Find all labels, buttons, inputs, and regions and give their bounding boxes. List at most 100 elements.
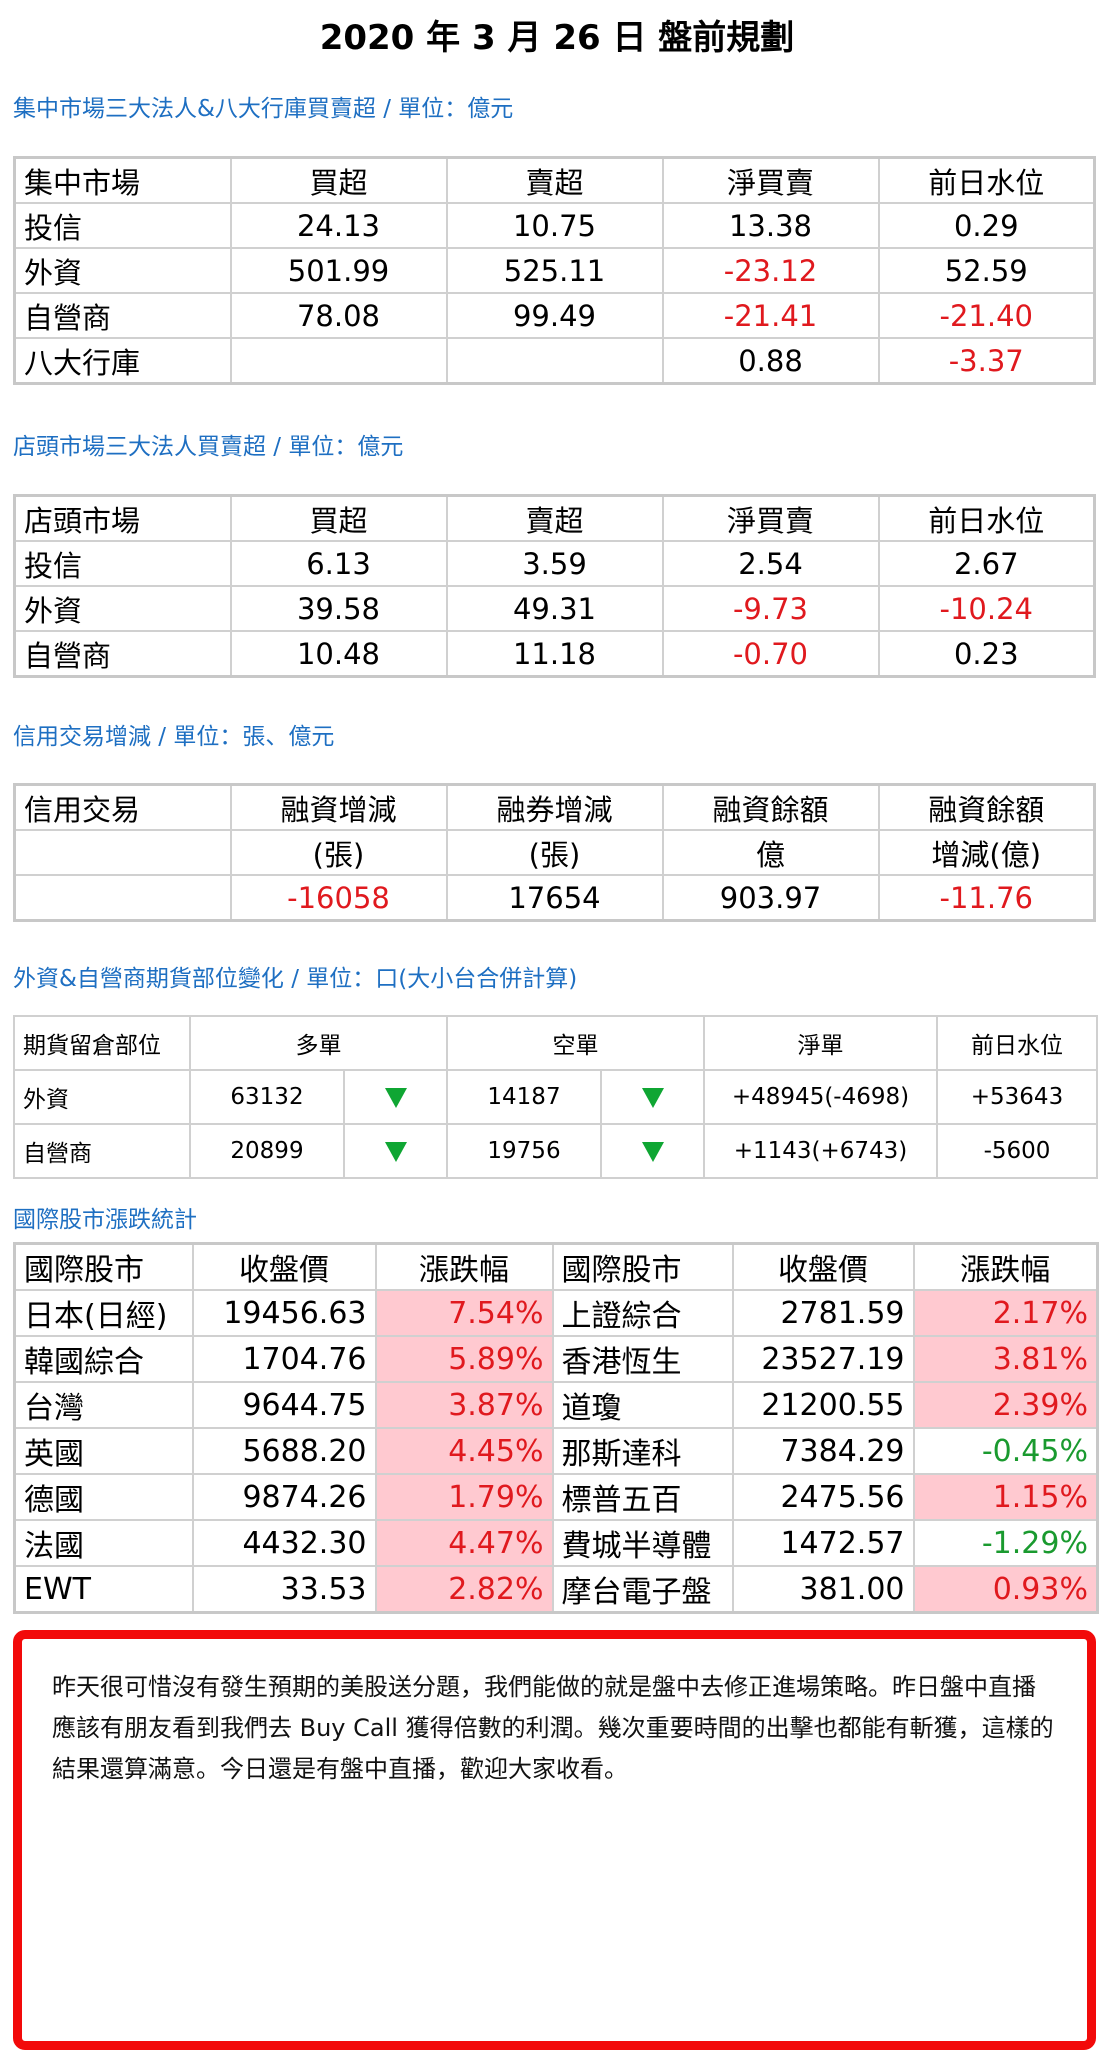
close-price: 1472.57 xyxy=(731,1519,915,1567)
header-cell: 收盤價 xyxy=(731,1242,915,1291)
table-row: 八大行庫 0.88 -3.37 xyxy=(13,337,1096,385)
international-markets-table: 國際股市 收盤價 漲跌幅 國際股市 收盤價 漲跌幅 日本(日經) 19456.63 7.54% 上… xyxy=(13,1242,1099,1614)
row-label: 投信 xyxy=(13,202,232,249)
otc-market-table: 店頭市場 買超 賣超 淨買賣 前日水位 投信 6.13 3.59 2.54 2.… xyxy=(13,494,1096,678)
long-change-cell xyxy=(343,1069,448,1125)
buy-value: 6.13 xyxy=(229,540,448,587)
row-label: 投信 xyxy=(13,540,232,587)
buy-value: 501.99 xyxy=(229,247,448,294)
market-name: 日本(日經) xyxy=(13,1289,194,1337)
close-price: 7384.29 xyxy=(731,1427,915,1475)
prev-value: -10.24 xyxy=(877,585,1096,632)
change-percent: 3.81% xyxy=(912,1335,1099,1383)
table-row: 自營商 10.48 11.18 -0.70 0.23 xyxy=(13,630,1096,678)
prev-value: -5600 xyxy=(936,1123,1098,1179)
header-cell: 淨單 xyxy=(703,1015,938,1071)
close-price: 4432.30 xyxy=(191,1519,377,1567)
header-cell xyxy=(13,829,232,876)
long-value: 63132 xyxy=(189,1069,345,1125)
header-cell: 收盤價 xyxy=(191,1242,377,1291)
sell-value: 99.49 xyxy=(445,292,664,339)
header-cell: 集中市場 xyxy=(13,156,232,204)
header-cell: 淨買賣 xyxy=(661,494,880,542)
down-triangle-icon xyxy=(384,1087,407,1108)
section-title-otc-market: 店頭市場三大法人買賣超 / 單位：億元 xyxy=(13,434,404,460)
sell-value: 10.75 xyxy=(445,202,664,249)
market-name: 法國 xyxy=(13,1519,194,1567)
close-price: 2475.56 xyxy=(731,1473,915,1521)
section-title-futures-positions: 外資&自營商期貨部位變化 / 單位：口(大小台合併計算) xyxy=(13,966,578,992)
close-price: 21200.55 xyxy=(731,1381,915,1429)
row-label: 外資 xyxy=(13,247,232,294)
header-cell: 增減(億) xyxy=(877,829,1096,876)
short-change-value: 17654 xyxy=(445,874,664,922)
header-cell: 融券增減 xyxy=(445,783,664,831)
market-name: EWT xyxy=(13,1565,194,1614)
prev-value: 2.67 xyxy=(877,540,1096,587)
short-value: 14187 xyxy=(446,1069,602,1125)
table-row: 投信 24.13 10.75 13.38 0.29 xyxy=(13,202,1096,249)
listed-market-table: 集中市場 買超 賣超 淨買賣 前日水位 投信 24.13 10.75 13.38… xyxy=(13,156,1096,385)
prev-value: 52.59 xyxy=(877,247,1096,294)
buy-value xyxy=(229,337,448,385)
table-header-row: (張) (張) 億 增減(億) xyxy=(13,829,1096,876)
header-cell: 信用交易 xyxy=(13,783,232,831)
table-header-row: 國際股市 收盤價 漲跌幅 國際股市 收盤價 漲跌幅 xyxy=(13,1242,1099,1291)
market-name: 費城半導體 xyxy=(551,1519,734,1567)
header-cell: 國際股市 xyxy=(551,1242,734,1291)
prev-value: 0.29 xyxy=(877,202,1096,249)
commentary-text: 昨天很可惜沒有發生預期的美股送分題，我們能做的就是盤中去修正進場策略。昨日盤中直… xyxy=(52,1673,1054,1783)
table-header-row: 信用交易 融資增減 融券增減 融資餘額 融資餘額 xyxy=(13,783,1096,831)
close-price: 1704.76 xyxy=(191,1335,377,1383)
sell-value: 11.18 xyxy=(445,630,664,678)
down-triangle-icon xyxy=(641,1087,664,1108)
market-name: 英國 xyxy=(13,1427,194,1475)
close-price: 23527.19 xyxy=(731,1335,915,1383)
table-row: 德國 9874.26 1.79% 標普五百 2475.56 1.15% xyxy=(13,1473,1099,1521)
market-name: 香港恆生 xyxy=(551,1335,734,1383)
close-price: 9644.75 xyxy=(191,1381,377,1429)
down-triangle-icon xyxy=(641,1141,664,1162)
table-row: 外資 39.58 49.31 -9.73 -10.24 xyxy=(13,585,1096,632)
table-row: 自營商 78.08 99.49 -21.41 -21.40 xyxy=(13,292,1096,339)
header-cell: 賣超 xyxy=(445,156,664,204)
change-percent: 0.93% xyxy=(912,1565,1099,1614)
buy-value: 10.48 xyxy=(229,630,448,678)
header-cell: 漲跌幅 xyxy=(912,1242,1099,1291)
row-label: 外資 xyxy=(13,585,232,632)
header-cell: 賣超 xyxy=(445,494,664,542)
table-row: 韓國綜合 1704.76 5.89% 香港恆生 23527.19 3.81% xyxy=(13,1335,1099,1383)
margin-balance-change-value: -11.76 xyxy=(877,874,1096,922)
header-cell: (張) xyxy=(229,829,448,876)
close-price: 381.00 xyxy=(731,1565,915,1614)
header-cell: 億 xyxy=(661,829,880,876)
change-percent: 2.39% xyxy=(912,1381,1099,1429)
market-name: 上證綜合 xyxy=(551,1289,734,1337)
margin-trading-table: 信用交易 融資增減 融券增減 融資餘額 融資餘額 (張) (張) 億 增減(億)… xyxy=(13,783,1096,922)
close-price: 33.53 xyxy=(191,1565,377,1614)
change-percent: 4.45% xyxy=(374,1427,554,1475)
market-name: 摩台電子盤 xyxy=(551,1565,734,1614)
header-cell: 多單 xyxy=(189,1015,448,1071)
table-row: EWT 33.53 2.82% 摩台電子盤 381.00 0.93% xyxy=(13,1565,1099,1614)
header-cell: 買超 xyxy=(229,156,448,204)
header-cell: 期貨留倉部位 xyxy=(13,1015,191,1071)
change-percent: -1.29% xyxy=(912,1519,1099,1567)
short-change-cell xyxy=(600,1069,705,1125)
change-percent: 7.54% xyxy=(374,1289,554,1337)
prev-value: -3.37 xyxy=(877,337,1096,385)
close-price: 9874.26 xyxy=(191,1473,377,1521)
row-label xyxy=(13,874,232,922)
net-value: 2.54 xyxy=(661,540,880,587)
margin-change-value: -16058 xyxy=(229,874,448,922)
row-label: 自營商 xyxy=(13,630,232,678)
sell-value: 49.31 xyxy=(445,585,664,632)
change-percent: 1.15% xyxy=(912,1473,1099,1521)
header-cell: 空單 xyxy=(446,1015,705,1071)
header-cell: 前日水位 xyxy=(877,156,1096,204)
header-cell: 融資餘額 xyxy=(877,783,1096,831)
prev-value: -21.40 xyxy=(877,292,1096,339)
sell-value xyxy=(445,337,664,385)
table-header-row: 集中市場 買超 賣超 淨買賣 前日水位 xyxy=(13,156,1096,204)
change-percent: 4.47% xyxy=(374,1519,554,1567)
